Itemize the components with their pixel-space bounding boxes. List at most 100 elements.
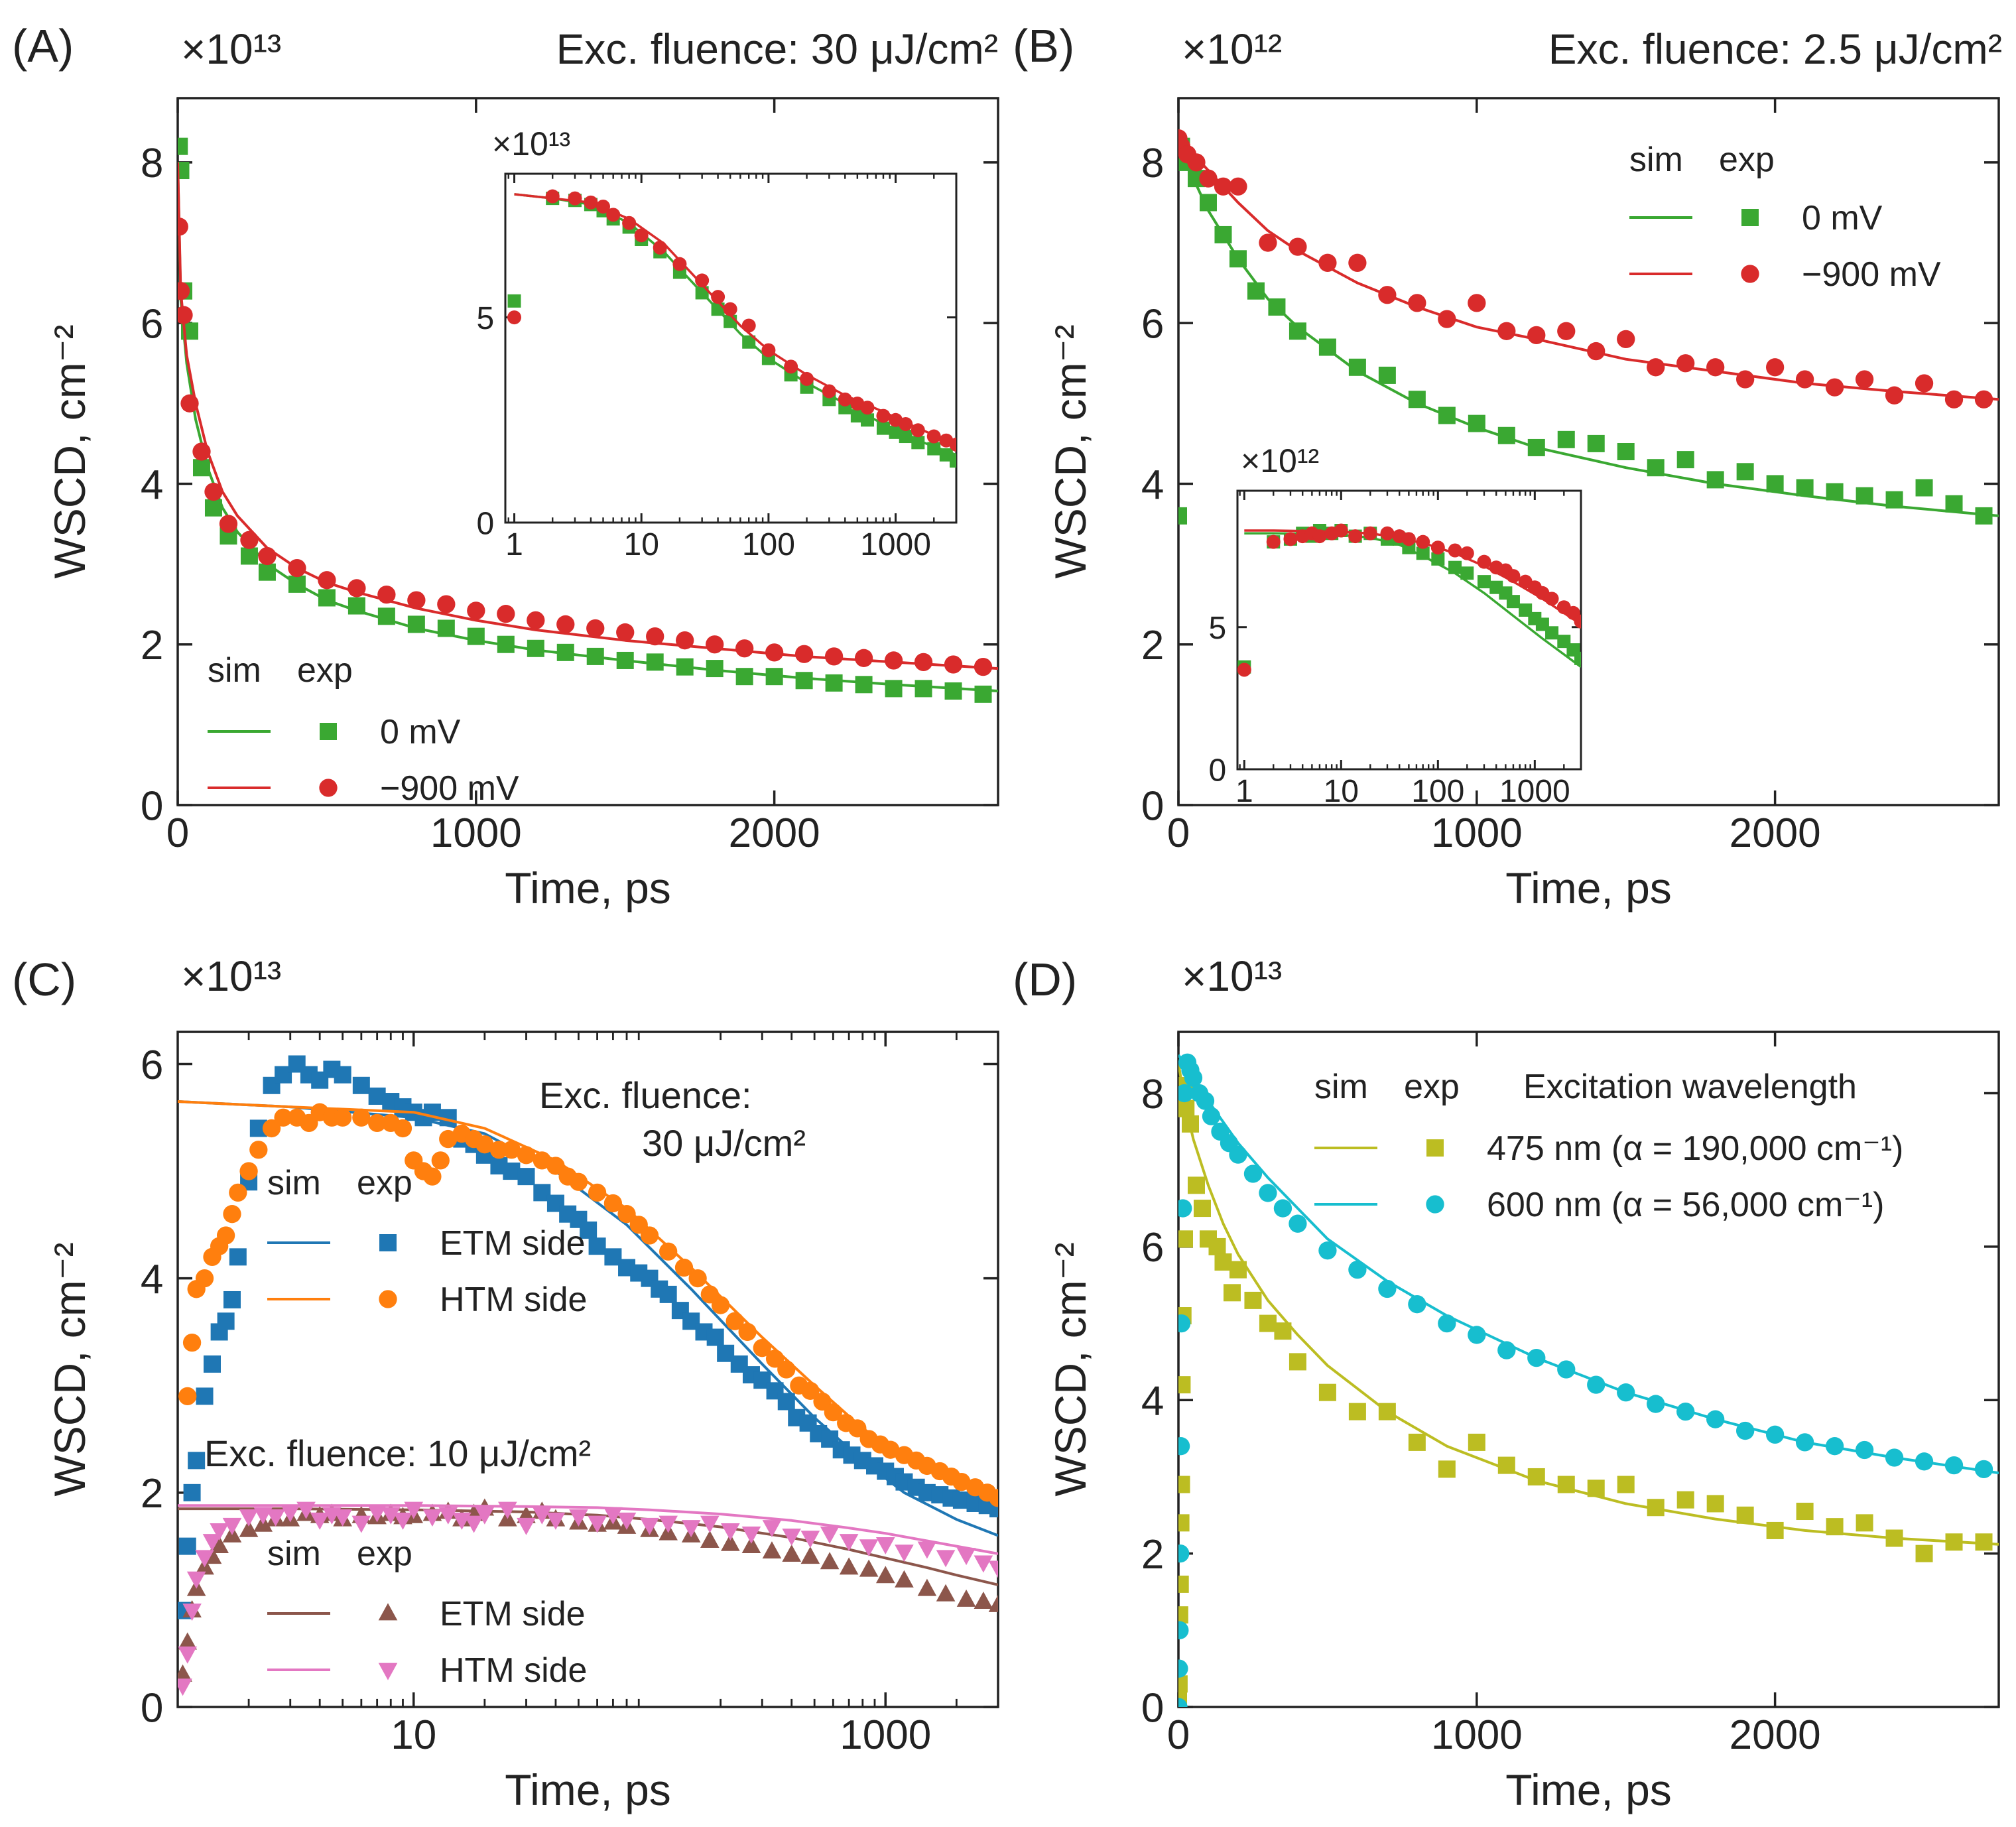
- exp-point: [659, 1515, 678, 1533]
- exp-point: [219, 515, 238, 533]
- exp-point: [1178, 1084, 1194, 1103]
- exp-point: [944, 682, 962, 700]
- exp-point: [1796, 1503, 1814, 1521]
- exp-point: [1676, 354, 1695, 373]
- exp-point: [437, 619, 455, 637]
- exp-point: [1378, 1279, 1397, 1298]
- exp-point: [622, 216, 637, 230]
- exp-point: [588, 1237, 606, 1255]
- exp-point: [1237, 662, 1251, 677]
- exp-point: [1647, 1499, 1665, 1517]
- exp-point: [1706, 1410, 1725, 1428]
- exp-point: [1247, 282, 1265, 300]
- exp-point: [855, 676, 873, 694]
- exp-point: [1557, 430, 1575, 448]
- exp-point: [178, 1646, 198, 1664]
- exp-point: [881, 1440, 900, 1459]
- exp-point: [1617, 1383, 1635, 1402]
- legend-label: −900 mV: [380, 769, 519, 808]
- exp-point: [721, 1523, 740, 1541]
- exp-point: [800, 371, 814, 386]
- exp-point: [616, 623, 635, 642]
- exp-point: [1765, 358, 1785, 377]
- exp-point: [507, 294, 521, 308]
- exp-point: [859, 1559, 879, 1577]
- exp-point: [1574, 614, 1581, 629]
- exp-point: [681, 1520, 701, 1538]
- exp-point: [229, 1248, 247, 1266]
- exp-point: [885, 680, 903, 698]
- exp-point: [381, 1507, 401, 1525]
- exp-point: [517, 1168, 535, 1186]
- plot-frame: [176, 1031, 999, 1708]
- exp-point: [196, 1387, 214, 1405]
- exp-point: [603, 1507, 623, 1525]
- plot-frame: [504, 172, 958, 524]
- exp-point: [1289, 322, 1306, 340]
- y-tick-label: 5: [1208, 611, 1226, 646]
- exp-point: [178, 1387, 197, 1406]
- exp-point: [1944, 1456, 1964, 1475]
- y-axis-label: WSCD, cm⁻²: [45, 324, 94, 578]
- exp-point: [854, 649, 873, 667]
- exp-point: [1438, 1314, 1456, 1333]
- exp-point: [1647, 459, 1665, 477]
- exp-point: [875, 1537, 895, 1554]
- exp-point: [1617, 330, 1635, 349]
- exp-point: [889, 425, 903, 439]
- legend-label: 600 nm (α = 56,000 cm⁻¹): [1487, 1186, 1884, 1224]
- exp-point: [1676, 1402, 1695, 1421]
- exp-point: [741, 318, 756, 333]
- exp-point: [517, 1517, 536, 1535]
- exp-point: [1497, 322, 1516, 340]
- x-tick-label: 1: [1235, 774, 1253, 809]
- exp-point: [352, 1108, 371, 1127]
- exp-point: [1408, 1433, 1426, 1451]
- exp-point: [334, 1108, 352, 1127]
- legend-label: ETM side: [440, 1595, 586, 1633]
- exp-point: [262, 1119, 281, 1138]
- exp-point: [861, 413, 875, 427]
- exp-point: [1334, 523, 1348, 538]
- exp-point: [706, 635, 724, 654]
- exp-point: [820, 1552, 840, 1570]
- legend-sim-header: sim: [208, 651, 261, 690]
- series-layer: [507, 189, 956, 468]
- legend-marker: [1741, 209, 1759, 226]
- y-axis-label: WSCD, cm⁻²: [1046, 1242, 1095, 1496]
- y-tick-label: 6: [141, 302, 163, 347]
- y-tick-label: 4: [141, 462, 163, 508]
- exp-point: [1736, 1506, 1754, 1524]
- exp-point: [183, 1483, 201, 1501]
- exp-point: [1266, 535, 1281, 549]
- exp-point: [569, 1509, 588, 1527]
- exp-point: [927, 442, 941, 456]
- exp-point: [333, 1509, 352, 1527]
- axis-multiplier: ×10¹³: [1182, 952, 1282, 1000]
- exp-point: [795, 672, 813, 690]
- legend-title: Excitation wavelength: [1523, 1068, 1857, 1106]
- exp-point: [742, 335, 756, 349]
- exp-point: [761, 343, 776, 357]
- exp-point: [1587, 1480, 1605, 1497]
- exp-point: [186, 1571, 206, 1589]
- exp-point: [546, 1512, 566, 1530]
- exp-point: [711, 1296, 730, 1314]
- exp-point: [1527, 326, 1546, 345]
- exp-point: [676, 631, 694, 650]
- exp-point: [1187, 153, 1206, 172]
- x-tick-label: 1000: [1431, 1712, 1523, 1758]
- exp-point: [1431, 552, 1445, 566]
- exp-point: [876, 409, 891, 423]
- exp-point: [239, 1519, 259, 1537]
- exp-point: [1736, 1421, 1755, 1440]
- exp-point: [1915, 1544, 1933, 1562]
- exp-point: [936, 1550, 956, 1568]
- exp-point: [204, 482, 223, 501]
- exp-point: [688, 1269, 707, 1288]
- exp-point: [367, 1505, 387, 1523]
- exp-point: [917, 1541, 937, 1559]
- exp-point: [1825, 1437, 1844, 1456]
- exp-point: [1193, 1200, 1211, 1218]
- exp-point: [1766, 475, 1784, 493]
